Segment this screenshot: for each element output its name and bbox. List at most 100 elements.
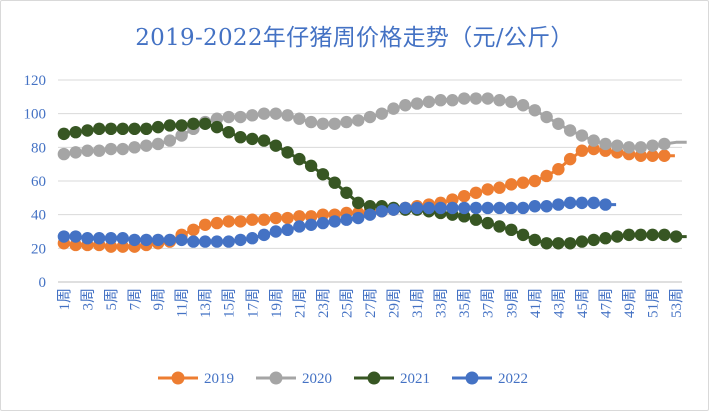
data-point [516, 201, 530, 215]
data-point [528, 174, 542, 188]
data-point [434, 94, 447, 107]
data-point [69, 146, 82, 159]
data-point [587, 134, 600, 147]
data-point [446, 201, 459, 215]
data-point [399, 99, 412, 112]
data-point [198, 117, 212, 130]
data-point [340, 186, 353, 199]
data-point [57, 127, 71, 141]
data-point [375, 107, 388, 120]
data-point [540, 237, 553, 250]
data-point [563, 152, 577, 166]
data-point [269, 225, 283, 238]
data-point [540, 110, 553, 124]
data-point [552, 198, 565, 211]
data-point [116, 142, 129, 156]
legend-swatch-marker [465, 371, 479, 385]
data-point [516, 176, 530, 189]
data-point [57, 230, 71, 243]
legend-label: 2022 [498, 371, 528, 387]
x-tick-label: 9周 [150, 288, 167, 311]
y-tick-label: 60 [31, 174, 46, 190]
data-point [505, 201, 518, 215]
x-tick-label: 3周 [79, 288, 96, 311]
data-point [457, 189, 471, 203]
data-point [352, 211, 365, 225]
data-point [281, 109, 294, 122]
data-point [446, 94, 459, 107]
data-point [363, 110, 377, 124]
x-tick-label: 5周 [103, 288, 120, 311]
data-point [587, 196, 600, 210]
data-point [575, 129, 589, 142]
y-tick-label: 40 [31, 208, 46, 224]
data-point [316, 168, 330, 181]
data-point [198, 218, 212, 231]
data-point [611, 139, 624, 152]
legend-swatch-marker [367, 371, 381, 385]
data-point [116, 122, 129, 136]
data-point [246, 232, 259, 245]
data-point [340, 213, 353, 226]
series-lines [57, 92, 687, 253]
legend-swatch-marker [171, 371, 185, 385]
x-tick-label: 21周 [291, 288, 308, 318]
data-point [246, 109, 259, 122]
data-point [658, 137, 671, 151]
data-point [222, 125, 235, 139]
data-point [151, 233, 165, 247]
data-point [646, 228, 659, 242]
data-point [387, 102, 400, 115]
data-point [575, 235, 589, 248]
data-point [622, 228, 636, 242]
data-point [81, 232, 94, 245]
data-point [352, 196, 365, 210]
data-point [410, 201, 424, 215]
data-point [599, 137, 612, 151]
data-point [599, 198, 612, 211]
data-point [163, 119, 177, 132]
data-point [622, 141, 636, 154]
data-point [587, 233, 600, 247]
x-tick-label: 53周 [668, 288, 685, 318]
data-point [293, 112, 306, 125]
x-tick-label: 31周 [409, 288, 426, 318]
x-tick-label: 23周 [315, 288, 332, 318]
y-tick-label: 0 [39, 275, 47, 291]
data-point [422, 201, 436, 215]
series-2022 [57, 196, 617, 248]
data-point [128, 233, 141, 247]
chart-title: 2019-2022年仔猪周价格走势（元/公斤） [135, 25, 574, 51]
data-point [552, 117, 565, 130]
data-point [634, 228, 647, 242]
x-tick-label: 17周 [244, 288, 261, 318]
data-point [493, 220, 506, 233]
gridlines [58, 79, 682, 283]
x-tick-label: 43周 [550, 288, 567, 318]
data-point [493, 201, 506, 215]
data-point [528, 233, 542, 247]
data-point [328, 117, 341, 130]
data-point [563, 237, 577, 250]
data-point [81, 144, 94, 157]
data-point [505, 223, 518, 237]
x-axis-ticks: 1周 3周 5周 7周 9周 11周 13周 15周 17周 19周 21周 23周 25周 27周 29周… [56, 288, 685, 318]
x-tick-label: 11周 [174, 288, 191, 317]
data-point [151, 120, 165, 134]
data-point [563, 196, 577, 210]
data-point [646, 149, 659, 162]
legend-label: 2019 [204, 371, 234, 387]
data-point [234, 233, 247, 247]
data-point [575, 196, 589, 210]
data-point [281, 223, 294, 237]
x-tick-label: 41周 [527, 288, 544, 318]
data-point [410, 97, 424, 110]
data-point [234, 131, 247, 144]
data-point [175, 233, 188, 247]
data-point [599, 232, 612, 245]
data-point [352, 114, 365, 127]
y-tick-label: 100 [24, 107, 47, 123]
data-point [328, 176, 341, 189]
data-point [93, 232, 106, 245]
